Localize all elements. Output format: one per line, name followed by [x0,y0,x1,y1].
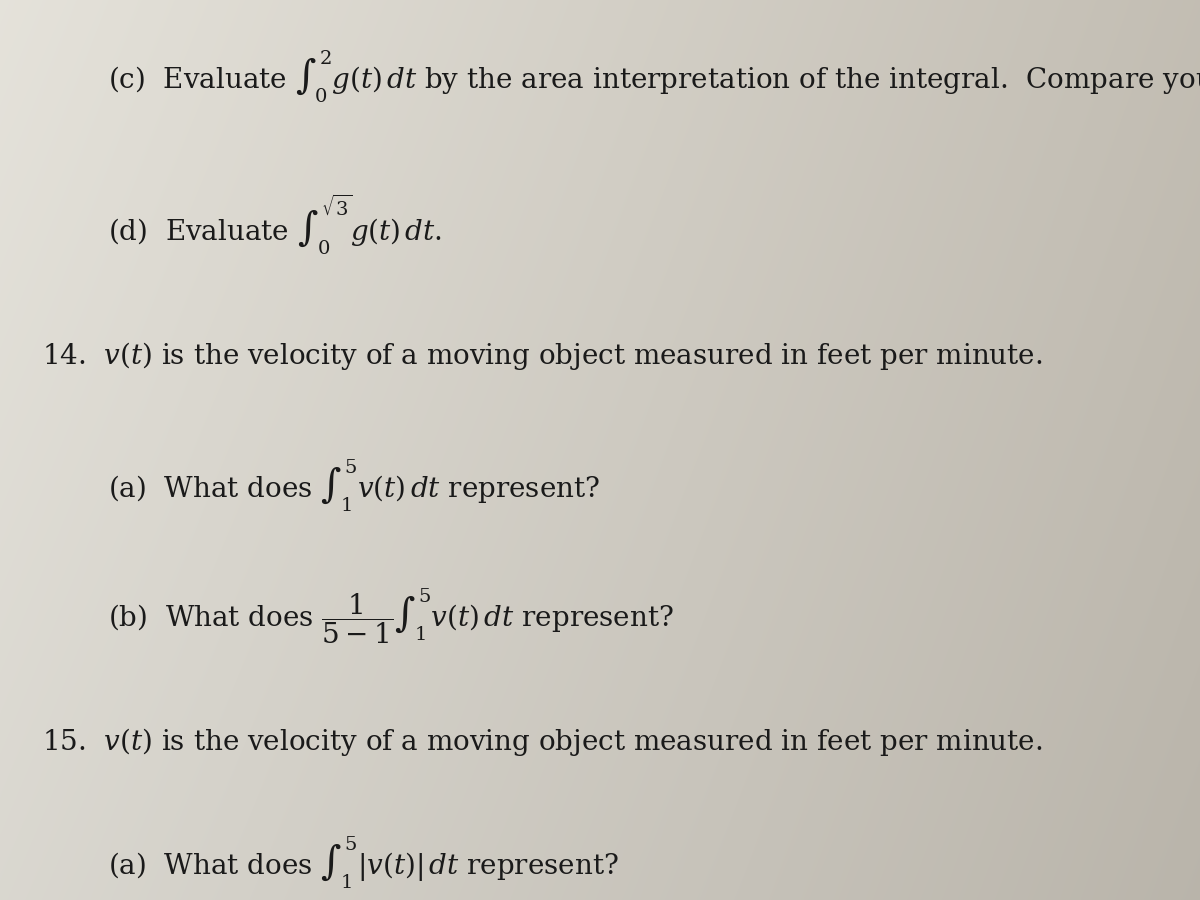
Text: 14.  $v(t)$ is the velocity of a moving object measured in feet per minute.: 14. $v(t)$ is the velocity of a moving o… [42,339,1043,372]
Text: (a)  What does $\int_1^{5} v(t)\, dt$ represent?: (a) What does $\int_1^{5} v(t)\, dt$ rep… [108,457,600,515]
Text: (d)  Evaluate $\int_0^{\sqrt{3}} g(t)\, dt.$: (d) Evaluate $\int_0^{\sqrt{3}} g(t)\, d… [108,193,442,257]
Text: (c)  Evaluate $\int_0^{2} g(t)\, dt$ by the area interpretation of the integral.: (c) Evaluate $\int_0^{2} g(t)\, dt$ by t… [108,48,1200,105]
Text: (b)  What does $\dfrac{1}{5-1}\int_1^{5} v(t)\, dt$ represent?: (b) What does $\dfrac{1}{5-1}\int_1^{5} … [108,587,674,646]
Text: (a)  What does $\int_1^{5} |v(t)|\, dt$ represent?: (a) What does $\int_1^{5} |v(t)|\, dt$ r… [108,833,619,891]
Text: 15.  $v(t)$ is the velocity of a moving object measured in feet per minute.: 15. $v(t)$ is the velocity of a moving o… [42,726,1043,759]
